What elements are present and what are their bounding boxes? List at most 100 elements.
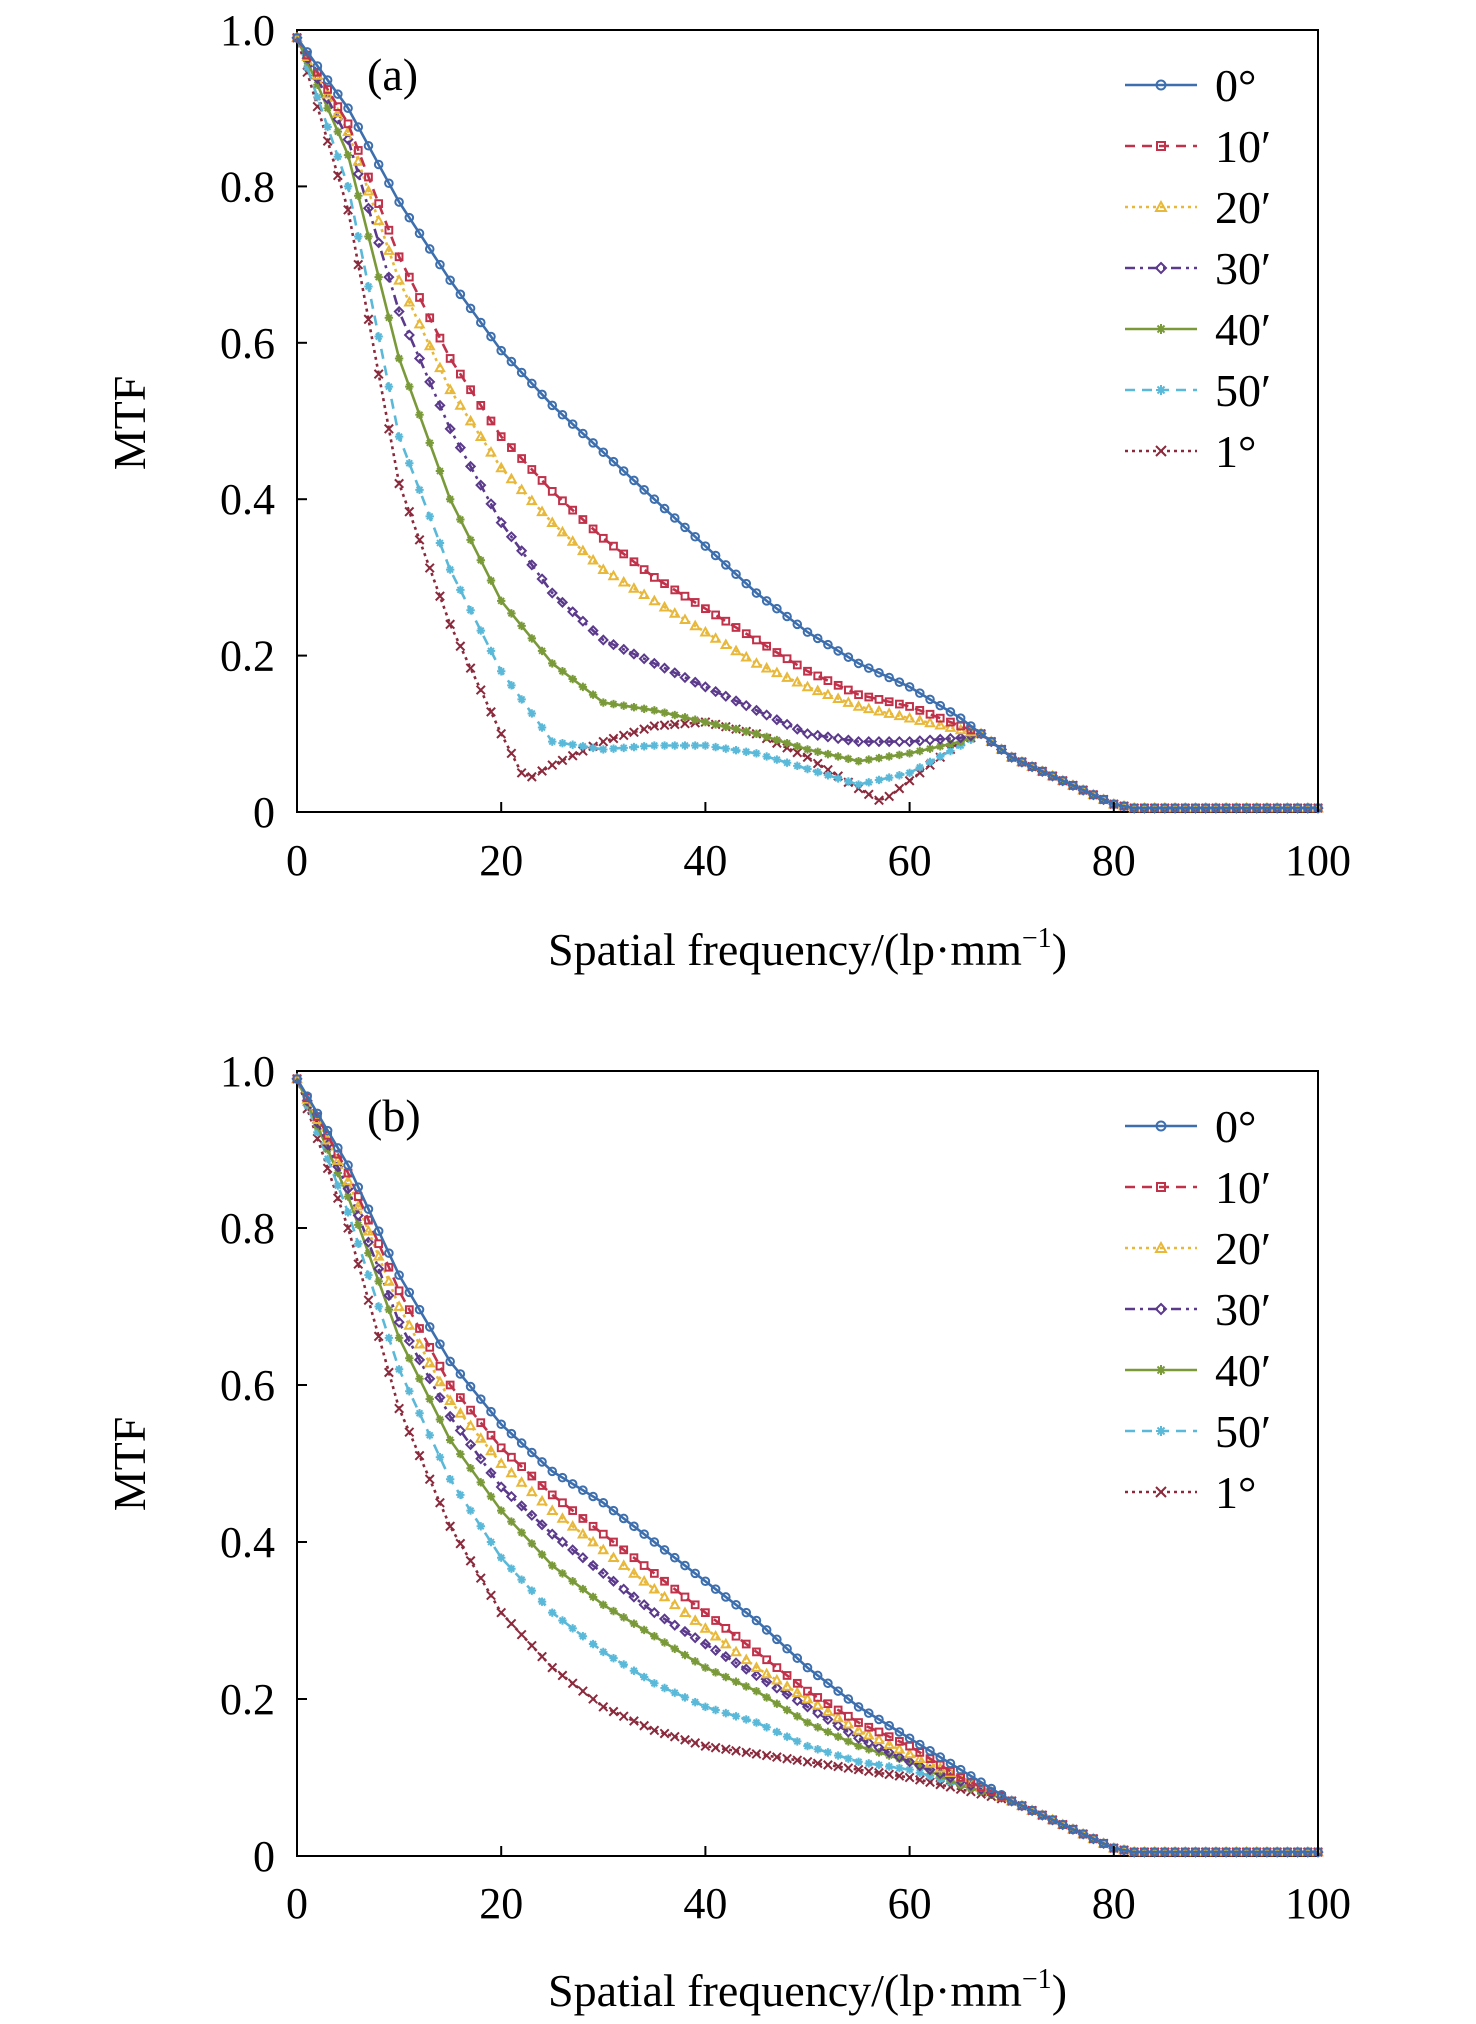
- data-point: [343, 150, 353, 160]
- data-point: [404, 212, 415, 223]
- data-point: [588, 690, 598, 699]
- data-point: [384, 1262, 394, 1272]
- data-point: [507, 1564, 516, 1573]
- x-tick-label: 60: [888, 1879, 932, 1928]
- data-point: [1149, 1847, 1160, 1857]
- data-point: [333, 1168, 343, 1178]
- data-point: [312, 1133, 323, 1144]
- data-point: [1078, 1829, 1088, 1839]
- data-point: [496, 432, 506, 441]
- data-point: [1200, 1847, 1211, 1857]
- data-point: [1231, 803, 1242, 813]
- data-point: [374, 199, 384, 208]
- data-point: [455, 289, 466, 300]
- data-point: [517, 1528, 526, 1537]
- data-point: [374, 1277, 383, 1286]
- data-point: [577, 1686, 588, 1697]
- data-point: [852, 700, 865, 711]
- data-point: [864, 1759, 873, 1768]
- series-markers: [292, 1074, 1323, 1857]
- series-3: [291, 32, 1324, 814]
- data-point: [925, 1777, 935, 1788]
- data-point: [608, 456, 619, 467]
- data-point: [895, 699, 904, 709]
- data-point: [833, 752, 843, 761]
- data-point: [935, 700, 946, 711]
- data-point: [894, 1771, 905, 1781]
- data-point: [721, 616, 731, 626]
- data-point: [751, 588, 762, 598]
- data-point: [924, 734, 936, 746]
- data-point: [568, 1577, 577, 1586]
- series-line: [295, 37, 1318, 810]
- data-point: [884, 773, 894, 782]
- data-point: [883, 1746, 895, 1758]
- data-point: [476, 1522, 485, 1531]
- legend-marker: [1154, 1240, 1168, 1253]
- data-point: [578, 428, 588, 439]
- y-tick-label: 0.8: [220, 1204, 275, 1253]
- data-point: [1129, 1847, 1139, 1857]
- data-point: [619, 549, 629, 559]
- data-point: [874, 1767, 884, 1778]
- data-point: [567, 1544, 579, 1556]
- data-point: [393, 273, 405, 285]
- data-point: [742, 1715, 751, 1724]
- data-point: [884, 752, 894, 761]
- data-point: [496, 1443, 506, 1453]
- data-point: [313, 1128, 322, 1137]
- data-point: [844, 1754, 853, 1763]
- series-line: [295, 1078, 1318, 1854]
- data-point: [813, 1723, 822, 1732]
- data-point: [527, 378, 537, 389]
- series-markers: [292, 1074, 1323, 1857]
- data-point: [537, 1550, 547, 1559]
- data-point: [762, 752, 771, 761]
- data-point: [505, 1466, 518, 1478]
- data-point: [812, 758, 823, 769]
- data-point: [424, 1474, 435, 1485]
- data-point: [811, 684, 824, 696]
- data-point: [455, 641, 466, 652]
- data-point: [813, 1693, 823, 1702]
- data-point: [364, 232, 373, 241]
- data-point: [373, 1331, 384, 1342]
- data-point: [772, 755, 782, 764]
- data-point: [638, 1574, 651, 1586]
- data-point: [884, 672, 894, 683]
- series-4: [292, 1074, 1323, 1857]
- data-point: [802, 1756, 813, 1767]
- data-point: [394, 1333, 404, 1343]
- data-point: [403, 329, 415, 341]
- data-point: [742, 1682, 751, 1691]
- data-point: [464, 1419, 477, 1431]
- data-point: [934, 733, 946, 745]
- series-markers: [292, 1073, 1323, 1857]
- data-point: [895, 750, 904, 760]
- data-point: [680, 591, 690, 601]
- legend-label: 30′: [1215, 1284, 1271, 1335]
- data-point: [750, 1661, 763, 1672]
- data-point: [292, 33, 302, 43]
- data-point: [537, 1481, 547, 1490]
- data-point: [384, 1305, 394, 1314]
- data-point: [709, 685, 722, 698]
- data-point: [394, 1270, 404, 1280]
- data-point: [577, 1552, 589, 1564]
- data-point: [955, 1764, 966, 1775]
- x-tick-label: 0: [286, 1879, 308, 1928]
- data-point: [699, 1622, 712, 1633]
- data-point: [619, 1660, 628, 1669]
- data-point: [364, 172, 373, 182]
- data-point: [762, 1693, 771, 1702]
- data-point: [823, 771, 833, 780]
- data-point: [476, 555, 485, 565]
- data-point: [935, 1752, 946, 1762]
- data-point: [374, 1302, 383, 1311]
- series-line: [295, 37, 1318, 810]
- data-point: [628, 1591, 640, 1603]
- x-axis-title: Spatial frequency/(lp·mm−1): [548, 923, 1067, 975]
- legend-item: 30′: [1125, 243, 1271, 294]
- data-point: [466, 385, 475, 395]
- data-point: [823, 639, 833, 650]
